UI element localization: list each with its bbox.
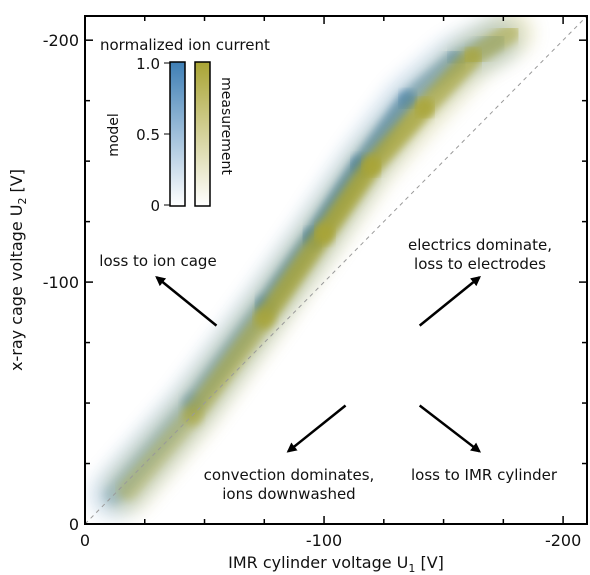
colorbar-tick-label: 0.5 xyxy=(136,126,160,144)
annotation: loss to IMR cylinder xyxy=(411,404,558,484)
annotation-arrow xyxy=(286,404,347,453)
x-tick-label: -100 xyxy=(306,531,342,550)
axis-ticks: 0 -100 -200 0 -100 -200 xyxy=(43,16,587,550)
measurement-segment xyxy=(254,223,335,329)
series-measurement xyxy=(106,16,533,513)
annotation-arrow xyxy=(155,275,218,327)
colorbar-model xyxy=(169,61,186,207)
colorbar-legend: normalized ion current 1.0 0.5 0 model m… xyxy=(100,36,270,215)
annotation-text: loss to electrodes xyxy=(414,255,546,273)
x-tick-label: 0 xyxy=(80,531,90,550)
x-tick-label: -200 xyxy=(545,531,581,550)
colorbar-title: normalized ion current xyxy=(100,36,270,54)
colorbar-measurement xyxy=(194,61,211,207)
annotation: convection dominates,ions downwashed xyxy=(204,404,375,503)
y-axis-label: x-ray cage voltage U2 [V] xyxy=(7,169,29,371)
annotation-text: ions downwashed xyxy=(222,485,355,503)
annotation-arrow xyxy=(418,404,482,453)
annotation: electrics dominate,loss to electrodes xyxy=(408,236,552,327)
annotation-text: loss to IMR cylinder xyxy=(411,466,558,484)
measurement-segment xyxy=(314,155,382,244)
annotation-text: loss to ion cage xyxy=(99,252,216,270)
colorbar-label-measurement: measurement xyxy=(218,77,234,175)
measurement-segment xyxy=(462,22,521,68)
colorbar-label-model: model xyxy=(106,113,122,157)
diagonal-reference-line xyxy=(84,15,588,525)
y-tick-label: -200 xyxy=(43,31,79,50)
x-axis-label: IMR cylinder voltage U1 [V] xyxy=(228,553,444,575)
measurement-segment xyxy=(118,405,203,501)
y-tick-label: 0 xyxy=(69,515,79,534)
annotation: loss to ion cage xyxy=(99,252,218,327)
annotation-text: electrics dominate, xyxy=(408,236,552,254)
annotation-arrow xyxy=(418,275,481,327)
colorbar-tick-label: 0 xyxy=(150,197,160,215)
y-tick-label: -100 xyxy=(43,273,79,292)
annotation-text: convection dominates, xyxy=(204,466,375,484)
measurement-segment xyxy=(414,47,483,118)
plot-frame xyxy=(84,15,588,525)
measurement-segment xyxy=(182,308,275,426)
measurement-segment xyxy=(361,97,435,176)
heatmap-layer xyxy=(91,16,533,517)
colorbar-tick-label: 1.0 xyxy=(136,55,160,73)
